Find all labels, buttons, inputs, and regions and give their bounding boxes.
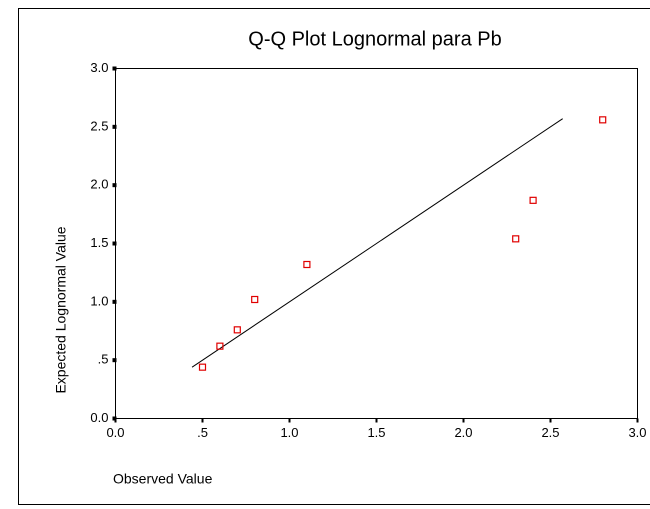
y-tick-label: .5 — [98, 352, 109, 367]
point — [233, 326, 241, 334]
x-tick-label: 3.0 — [628, 425, 646, 440]
x-tick-label: 2.5 — [541, 425, 559, 440]
y-tick — [112, 358, 117, 363]
x-tick-label: 1.5 — [367, 425, 385, 440]
reference-line — [191, 118, 563, 368]
y-tick-label: 1.5 — [90, 235, 108, 250]
y-tick-label: 1.0 — [90, 293, 108, 308]
y-tick — [112, 124, 117, 129]
y-tick-label: 3.0 — [90, 60, 108, 75]
point — [251, 295, 259, 304]
y-tick-label: 2.0 — [90, 177, 108, 192]
y-tick-label: 2.5 — [90, 118, 108, 133]
x-tick-label: 0.0 — [106, 425, 124, 440]
point — [529, 196, 537, 204]
y-tick-label: 0.0 — [90, 410, 108, 425]
x-tick-label: 1.0 — [280, 425, 298, 440]
x-tick-label: .5 — [197, 425, 208, 440]
chart-title: Q-Q Plot Lognormal para Pb — [248, 28, 501, 50]
point — [303, 260, 311, 269]
x-tick-label: 2.0 — [454, 425, 472, 440]
chart-frame — [18, 8, 650, 505]
y-tick — [112, 299, 117, 304]
point — [216, 342, 224, 350]
y-tick — [112, 183, 117, 188]
y-tick — [112, 66, 117, 71]
point — [198, 363, 207, 371]
point — [599, 116, 607, 124]
y-tick — [112, 241, 117, 246]
x-axis-label: Observed Value — [113, 471, 213, 487]
point — [512, 235, 520, 243]
y-tick — [112, 416, 117, 421]
y-axis-label: Expected Lognormal Value — [53, 226, 69, 393]
